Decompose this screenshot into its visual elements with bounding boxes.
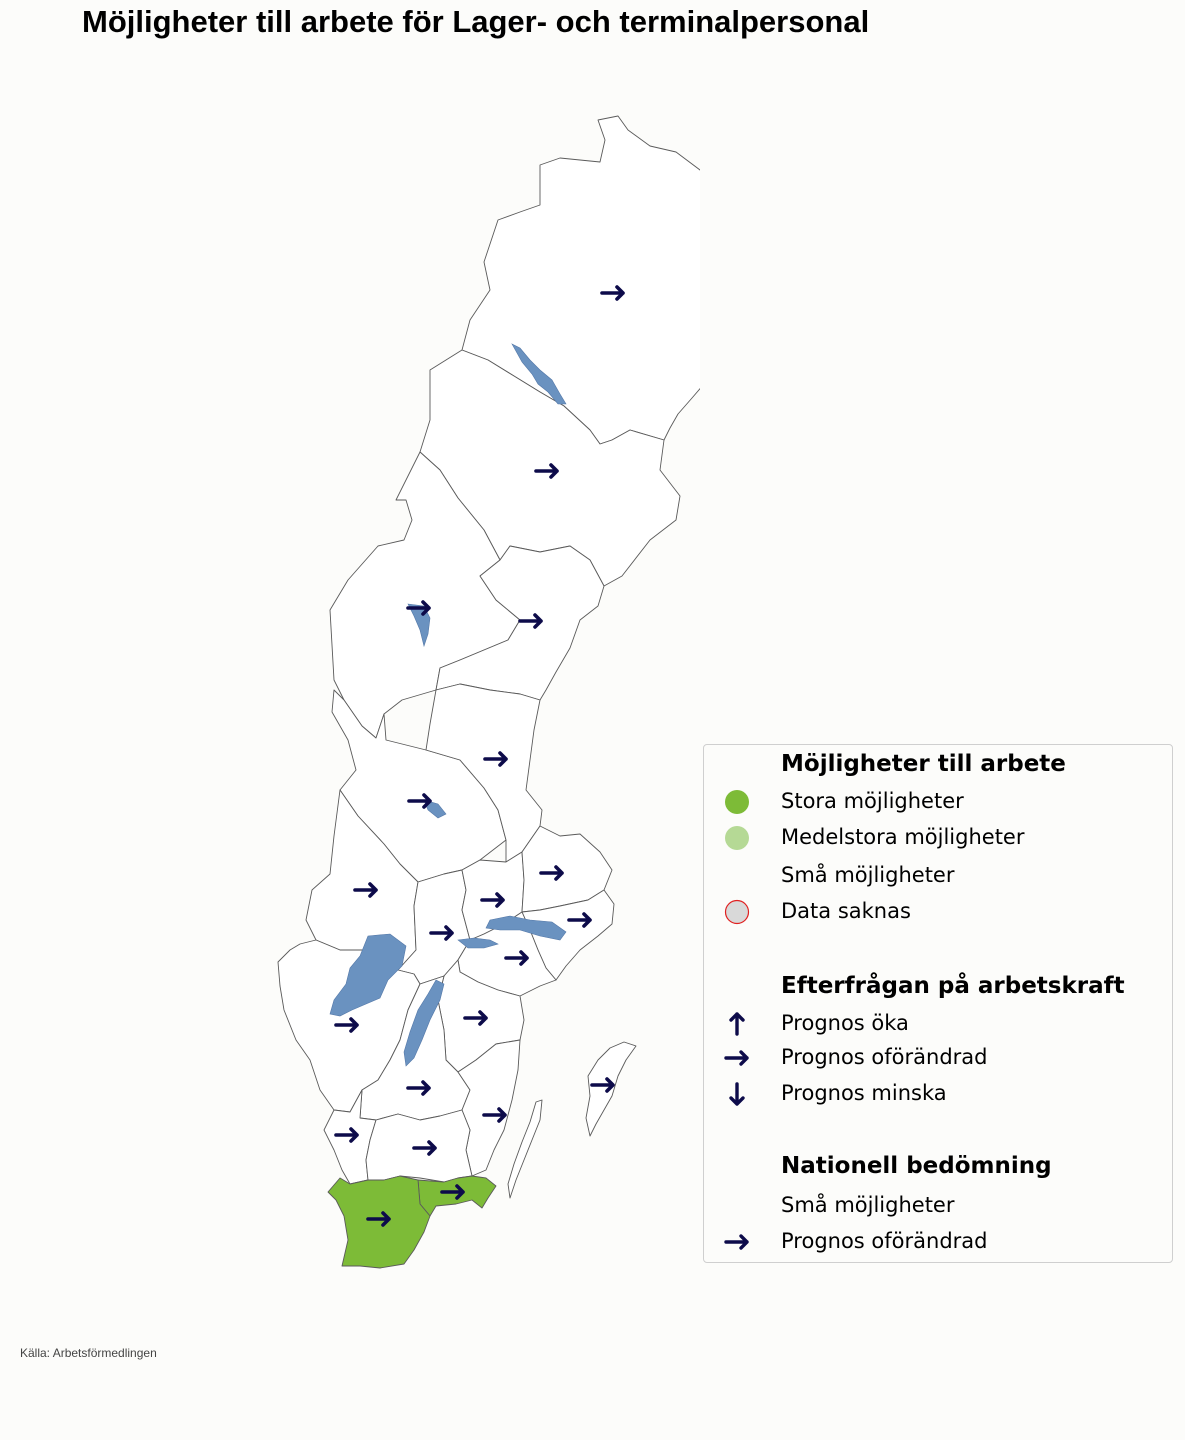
sweden-map (277, 115, 700, 1269)
lake-vanern (329, 933, 407, 1017)
trend-arrow-varmland (353, 882, 378, 898)
lake-malaren (485, 915, 567, 941)
legend-section-demand-title: Efterfrågan på arbetskraft (781, 973, 1125, 999)
arrow-right-icon (724, 1050, 749, 1066)
region-skane[interactable] (327, 1175, 431, 1269)
legend-label-saknas: Data saknas (781, 899, 911, 923)
trend-arrow-norrbotten (600, 285, 625, 301)
trend-arrow-orebro (429, 925, 454, 941)
trend-arrow-vasterbotten (534, 463, 559, 479)
legend-swatch-stora (725, 790, 749, 814)
map-legend: Möjligheter till arbete Stora möjlighete… (703, 744, 1173, 1263)
legend-national-level: Små möjligheter (781, 1193, 955, 1217)
trend-arrow-stockholm (567, 912, 592, 928)
lake-hjalmaren (457, 937, 499, 949)
trend-arrow-blekinge (440, 1184, 465, 1200)
legend-label-minska: Prognos minska (781, 1081, 947, 1105)
trend-arrow-jonkoping (406, 1080, 431, 1096)
trend-arrow-halland (334, 1127, 359, 1143)
legend-national-trend: Prognos oförändrad (781, 1229, 988, 1253)
trend-arrow-sodermanland (504, 950, 529, 966)
legend-label-oka: Prognos öka (781, 1011, 909, 1035)
arrow-right-icon (724, 1234, 749, 1250)
legend-label-stora: Stora möjligheter (781, 789, 964, 813)
arrow-up-icon (729, 1012, 745, 1036)
trend-arrow-kronoberg (412, 1140, 437, 1156)
legend-label-medelstora: Medelstora möjligheter (781, 825, 1025, 849)
region-oland[interactable] (507, 1099, 543, 1199)
arrow-down-icon (729, 1082, 745, 1106)
trend-arrow-kalmar (482, 1107, 507, 1123)
legend-label-sma: Små möjligheter (781, 863, 955, 887)
trend-arrow-gavleborg (483, 751, 508, 767)
trend-arrow-dalarna (407, 793, 432, 809)
trend-arrow-vasternorrland (518, 613, 543, 629)
trend-arrow-uppsala (539, 865, 564, 881)
trend-arrow-ostergotland (463, 1010, 488, 1026)
trend-arrow-vastra-gotaland (334, 1017, 359, 1033)
legend-section-national-title: Nationell bedömning (781, 1153, 1052, 1179)
legend-swatch-medelstora (725, 826, 749, 850)
lake-tornetrask (511, 343, 567, 405)
legend-label-oforandrad: Prognos oförändrad (781, 1045, 988, 1069)
trend-arrow-vastmanland (480, 892, 505, 908)
source-note: Källa: Arbetsförmedlingen (20, 1346, 157, 1360)
map-title: Möjligheter till arbete för Lager- och t… (82, 4, 870, 39)
lake-siljan (423, 799, 447, 819)
legend-section-opportunities-title: Möjligheter till arbete (781, 751, 1066, 777)
trend-arrow-jamtland (406, 600, 431, 616)
trend-arrow-skane (366, 1211, 391, 1227)
legend-swatch-saknas (724, 899, 750, 925)
trend-arrow-gotland (590, 1077, 615, 1093)
lake-vattern (403, 979, 445, 1067)
region-kronoberg[interactable] (365, 1109, 473, 1183)
